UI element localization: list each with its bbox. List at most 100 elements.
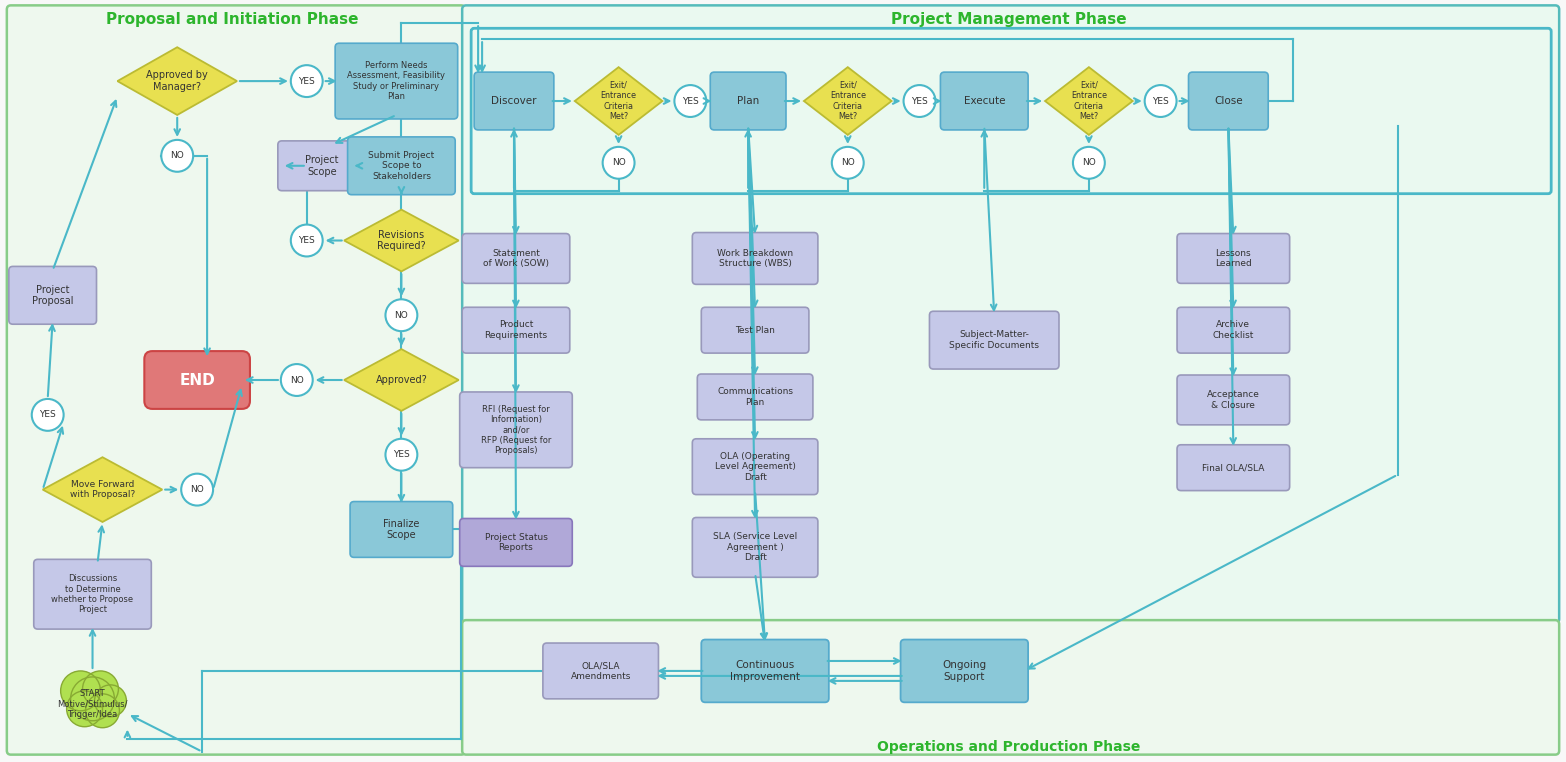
Circle shape bbox=[291, 225, 323, 257]
Text: Operations and Production Phase: Operations and Production Phase bbox=[877, 740, 1142, 754]
Text: Final OLA/SLA: Final OLA/SLA bbox=[1203, 463, 1264, 472]
FancyBboxPatch shape bbox=[702, 639, 828, 703]
FancyBboxPatch shape bbox=[697, 374, 813, 420]
Circle shape bbox=[70, 677, 114, 721]
Circle shape bbox=[832, 147, 864, 179]
Text: Project
Scope: Project Scope bbox=[305, 155, 338, 177]
Text: Discover: Discover bbox=[492, 96, 537, 106]
FancyBboxPatch shape bbox=[900, 639, 1029, 703]
FancyBboxPatch shape bbox=[351, 501, 453, 557]
FancyBboxPatch shape bbox=[462, 5, 1560, 623]
FancyBboxPatch shape bbox=[702, 307, 810, 353]
Circle shape bbox=[385, 299, 417, 331]
FancyBboxPatch shape bbox=[1178, 307, 1290, 353]
Text: Archive
Checklist: Archive Checklist bbox=[1212, 321, 1254, 340]
Text: Finalize
Scope: Finalize Scope bbox=[384, 519, 420, 540]
Text: YES: YES bbox=[911, 97, 929, 105]
FancyBboxPatch shape bbox=[335, 43, 457, 119]
Text: OLA (Operating
Level Agreement)
Draft: OLA (Operating Level Agreement) Draft bbox=[714, 452, 796, 482]
Circle shape bbox=[675, 85, 706, 117]
Polygon shape bbox=[803, 67, 891, 135]
Text: Statement
of Work (SOW): Statement of Work (SOW) bbox=[482, 248, 550, 268]
FancyBboxPatch shape bbox=[692, 232, 817, 284]
Text: NO: NO bbox=[171, 152, 185, 160]
Polygon shape bbox=[345, 349, 459, 411]
Text: SLA (Service Level
Agreement )
Draft: SLA (Service Level Agreement ) Draft bbox=[713, 533, 797, 562]
Text: Product
Requirements: Product Requirements bbox=[484, 321, 548, 340]
Text: Revisions
Required?: Revisions Required? bbox=[377, 229, 426, 251]
Text: Exit/
Entrance
Criteria
Met?: Exit/ Entrance Criteria Met? bbox=[830, 81, 866, 121]
FancyBboxPatch shape bbox=[930, 311, 1059, 369]
Polygon shape bbox=[42, 457, 163, 522]
FancyBboxPatch shape bbox=[1178, 233, 1290, 283]
FancyBboxPatch shape bbox=[462, 307, 570, 353]
Circle shape bbox=[31, 399, 64, 431]
FancyBboxPatch shape bbox=[144, 351, 251, 409]
Circle shape bbox=[67, 691, 102, 727]
FancyBboxPatch shape bbox=[711, 72, 786, 130]
Text: NO: NO bbox=[395, 311, 409, 320]
FancyBboxPatch shape bbox=[474, 72, 554, 130]
FancyBboxPatch shape bbox=[348, 137, 456, 194]
Text: RFI (Request for
Information)
and/or
RFP (Request for
Proposals): RFI (Request for Information) and/or RFP… bbox=[481, 405, 551, 455]
FancyBboxPatch shape bbox=[34, 559, 152, 629]
Text: Perform Needs
Assessment, Feasibility
Study or Preliminary
Plan: Perform Needs Assessment, Feasibility St… bbox=[348, 61, 445, 101]
FancyBboxPatch shape bbox=[1178, 375, 1290, 425]
Circle shape bbox=[1145, 85, 1176, 117]
Text: YES: YES bbox=[299, 236, 315, 245]
Text: Approved by
Manager?: Approved by Manager? bbox=[146, 70, 208, 92]
FancyBboxPatch shape bbox=[460, 518, 572, 566]
Circle shape bbox=[291, 66, 323, 97]
Circle shape bbox=[1073, 147, 1106, 179]
Text: Exit/
Entrance
Criteria
Met?: Exit/ Entrance Criteria Met? bbox=[1071, 81, 1107, 121]
Polygon shape bbox=[345, 210, 459, 271]
Circle shape bbox=[61, 671, 100, 711]
Text: Submit Project
Scope to
Stakeholders: Submit Project Scope to Stakeholders bbox=[368, 151, 434, 181]
Circle shape bbox=[182, 474, 213, 505]
Text: Project Status
Reports: Project Status Reports bbox=[484, 533, 548, 552]
FancyBboxPatch shape bbox=[941, 72, 1029, 130]
Circle shape bbox=[385, 439, 417, 471]
FancyBboxPatch shape bbox=[9, 267, 97, 324]
FancyBboxPatch shape bbox=[1178, 445, 1290, 491]
FancyBboxPatch shape bbox=[6, 5, 465, 754]
Text: Lessons
Learned: Lessons Learned bbox=[1215, 248, 1251, 268]
Text: Ongoing
Support: Ongoing Support bbox=[943, 660, 987, 682]
Text: Execute: Execute bbox=[963, 96, 1005, 106]
Circle shape bbox=[161, 140, 193, 171]
FancyBboxPatch shape bbox=[692, 439, 817, 495]
Text: NO: NO bbox=[612, 158, 625, 168]
Text: YES: YES bbox=[1153, 97, 1168, 105]
Text: Approved?: Approved? bbox=[376, 375, 428, 385]
Text: Test Plan: Test Plan bbox=[734, 325, 775, 335]
Text: Communications
Plan: Communications Plan bbox=[717, 387, 792, 407]
Circle shape bbox=[280, 364, 313, 396]
Polygon shape bbox=[575, 67, 662, 135]
Text: NO: NO bbox=[1082, 158, 1096, 168]
Text: Project Management Phase: Project Management Phase bbox=[891, 12, 1128, 27]
Text: Work Breakdown
Structure (WBS): Work Breakdown Structure (WBS) bbox=[717, 248, 792, 268]
FancyBboxPatch shape bbox=[543, 643, 658, 699]
Text: NO: NO bbox=[290, 376, 304, 385]
Circle shape bbox=[86, 694, 119, 728]
Text: YES: YES bbox=[39, 411, 56, 419]
Text: YES: YES bbox=[681, 97, 698, 105]
Text: Proposal and Initiation Phase: Proposal and Initiation Phase bbox=[106, 12, 359, 27]
FancyBboxPatch shape bbox=[1189, 72, 1268, 130]
Text: Move Forward
with Proposal?: Move Forward with Proposal? bbox=[70, 480, 135, 499]
Circle shape bbox=[904, 85, 935, 117]
Text: Project
Proposal: Project Proposal bbox=[31, 284, 74, 306]
Text: NO: NO bbox=[189, 485, 204, 494]
Polygon shape bbox=[117, 47, 236, 115]
Text: Plan: Plan bbox=[738, 96, 760, 106]
FancyBboxPatch shape bbox=[277, 141, 365, 190]
FancyBboxPatch shape bbox=[692, 517, 817, 578]
Text: START
Motive/Stimulus/
Trigger/Idea: START Motive/Stimulus/ Trigger/Idea bbox=[58, 689, 128, 719]
Text: Continuous
Improvement: Continuous Improvement bbox=[730, 660, 800, 682]
Circle shape bbox=[94, 685, 127, 717]
Text: Acceptance
& Closure: Acceptance & Closure bbox=[1207, 390, 1259, 410]
FancyBboxPatch shape bbox=[462, 620, 1560, 754]
Text: OLA/SLA
Amendments: OLA/SLA Amendments bbox=[570, 661, 631, 680]
Text: YES: YES bbox=[393, 450, 410, 459]
Text: END: END bbox=[179, 373, 215, 388]
